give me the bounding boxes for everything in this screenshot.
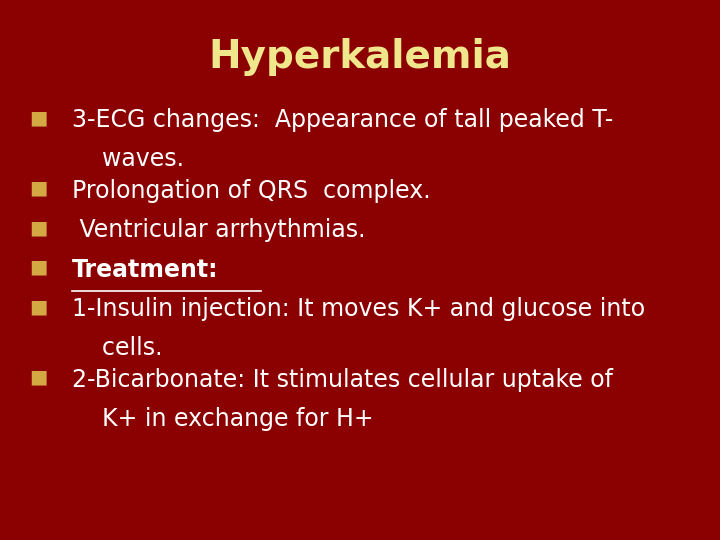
Text: K+ in exchange for H+: K+ in exchange for H+ bbox=[72, 407, 374, 431]
Text: Ventricular arrhythmias.: Ventricular arrhythmias. bbox=[72, 218, 366, 242]
Text: ■: ■ bbox=[29, 297, 48, 316]
Text: ■: ■ bbox=[29, 258, 48, 276]
Text: Treatment:: Treatment: bbox=[72, 258, 218, 281]
Text: Hyperkalemia: Hyperkalemia bbox=[209, 38, 511, 76]
Text: 3-ECG changes:  Appearance of tall peaked T-: 3-ECG changes: Appearance of tall peaked… bbox=[72, 108, 613, 132]
Text: ■: ■ bbox=[29, 179, 48, 198]
Text: ■: ■ bbox=[29, 218, 48, 237]
Text: waves.: waves. bbox=[72, 147, 184, 171]
Text: ■: ■ bbox=[29, 368, 48, 387]
Text: Prolongation of QRS  complex.: Prolongation of QRS complex. bbox=[72, 179, 431, 202]
Text: 1-Insulin injection: It moves K+ and glucose into: 1-Insulin injection: It moves K+ and glu… bbox=[72, 297, 645, 321]
Text: cells.: cells. bbox=[72, 336, 163, 360]
Text: 2-Bicarbonate: It stimulates cellular uptake of: 2-Bicarbonate: It stimulates cellular up… bbox=[72, 368, 613, 392]
Text: ■: ■ bbox=[29, 108, 48, 127]
